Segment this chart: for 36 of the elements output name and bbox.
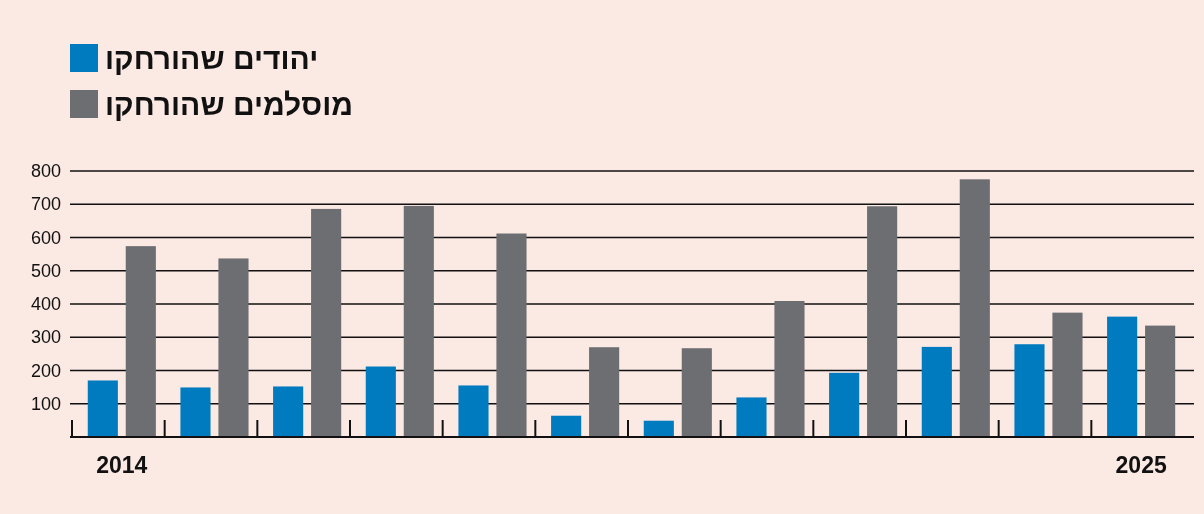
bar (496, 233, 527, 437)
y-tick-label: 100 (30, 393, 61, 414)
bar (551, 415, 582, 437)
bar (458, 385, 489, 437)
bar (959, 179, 990, 437)
y-tick-label: 200 (30, 360, 61, 381)
bar (365, 366, 396, 437)
y-tick-label: 400 (30, 294, 61, 314)
bar (273, 386, 304, 437)
x-tick-label: 2025 (1115, 452, 1167, 478)
bar (921, 346, 952, 437)
bar (1014, 344, 1045, 437)
bar (643, 420, 674, 437)
bar (403, 205, 434, 437)
bar (1052, 312, 1083, 437)
x-tick-label: 2014 (96, 452, 148, 478)
y-tick-label: 600 (30, 227, 61, 248)
bar (180, 387, 211, 437)
bar (1145, 325, 1176, 437)
y-tick-label: 700 (30, 194, 61, 215)
bar (736, 397, 767, 437)
bar (774, 301, 805, 437)
bar (829, 372, 860, 437)
bar (867, 206, 898, 437)
y-tick-label: 300 (30, 327, 61, 348)
bar (589, 347, 620, 437)
bar (218, 258, 249, 437)
legend-label: יהודים שהורחקו (105, 42, 319, 75)
legend-label: מוסלמים שהורחקו (105, 88, 354, 121)
bar (87, 380, 118, 437)
y-tick-label: 500 (30, 260, 61, 281)
bar (311, 208, 342, 437)
bar (125, 246, 156, 437)
bar (681, 348, 712, 437)
y-tick-label: 800 (30, 161, 61, 181)
bar (1107, 316, 1138, 437)
